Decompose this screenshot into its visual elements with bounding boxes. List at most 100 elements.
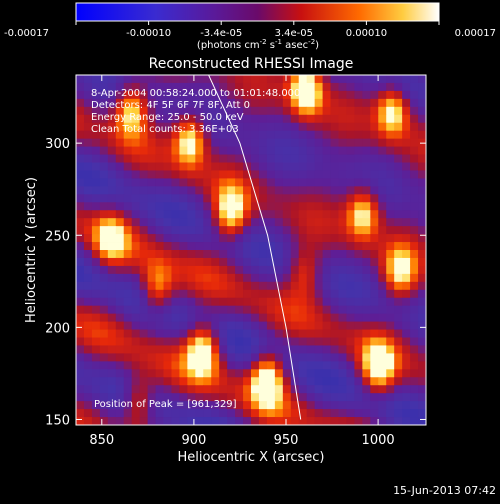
heatmap-cell [179,90,188,100]
heatmap-cell [322,146,331,155]
heatmap-cell [203,385,212,394]
heatmap-cell [266,178,276,187]
heatmap-cell [76,202,85,211]
heatmap-cell [179,154,188,163]
heatmap-cell [227,297,236,307]
heatmap-cell [235,90,244,100]
heatmap-cell [338,250,347,259]
heatmap-cell [290,250,300,259]
heatmap-cell [338,297,347,307]
heatmap-cell [266,313,276,322]
heatmap-cell [171,82,180,92]
heatmap-cell [346,265,355,275]
heatmap-cell [83,353,93,362]
heatmap-cell [139,130,148,140]
heatmap-cell [195,329,204,338]
heatmap-cell [266,106,276,116]
heatmap-cell [171,75,180,84]
x-tick-label: 850 [89,433,114,448]
heatmap-cell [171,361,180,370]
heatmap-cell [147,186,156,195]
heatmap-cell [91,401,101,410]
heatmap-cell [115,154,125,163]
heatmap-cell [362,226,371,235]
heatmap-cell [386,417,395,425]
heatmap-cell [235,369,244,378]
heatmap-cell [171,369,180,378]
heatmap-cell [402,297,411,307]
heatmap-cell [314,202,323,211]
heatmap-cell [378,257,387,267]
heatmap-cell [282,265,292,275]
heatmap-cell [354,114,363,124]
heatmap-cell [235,210,244,219]
heatmap-cell [354,122,363,132]
heatmap-cell [266,329,276,338]
heatmap-cell [394,114,403,124]
heatmap-cell [282,90,292,100]
heatmap-cell [211,210,220,219]
heatmap-cell [107,401,117,410]
heatmap-cell [378,194,387,203]
heatmap-cell [131,393,141,402]
heatmap-cell [203,82,212,92]
heatmap-cell [386,114,395,124]
heatmap-cell [338,345,347,354]
heatmap-cell [251,345,260,354]
heatmap-cell [155,417,164,425]
heatmap-cell [99,393,109,402]
heatmap-cell [131,75,141,84]
x-tick-label: 950 [274,433,299,448]
heatmap-cell [394,138,403,147]
heatmap-cell [187,170,196,179]
heatmap-cell [410,75,419,84]
heatmap-cell [91,226,101,235]
heatmap-cell [227,178,236,187]
heatmap-cell [298,194,308,203]
heatmap-cell [402,242,411,251]
heatmap-cell [338,154,347,163]
heatmap-cell [91,90,101,100]
heatmap-cell [115,75,125,84]
heatmap-cell [418,154,426,163]
heatmap-cell [346,242,355,251]
heatmap-cell [410,289,419,299]
heatmap-cell [290,218,300,227]
heatmap-cell [83,369,93,378]
heatmap-cell [91,393,101,402]
heatmap-cell [219,289,228,299]
heatmap-cell [171,377,180,386]
heatmap-cell [370,178,379,187]
heatmap-cell [115,130,125,140]
heatmap-cell [187,178,196,187]
heatmap-cell [330,257,339,267]
heatmap-cell [147,345,156,354]
heatmap-cell [314,385,323,394]
heatmap-cell [123,186,133,195]
heatmap-cell [314,194,323,203]
heatmap-cell [306,409,316,418]
heatmap-cell [378,353,387,362]
heatmap-cell [354,130,363,140]
heatmap-cell [362,210,371,219]
heatmap-cell [179,361,188,370]
heatmap-cell [179,377,188,386]
heatmap-cell [139,289,148,299]
heatmap-cell [290,202,300,211]
heatmap-cell [266,162,276,171]
heatmap-cell [91,353,101,362]
heatmap-cell [131,273,141,283]
heatmap-cell [243,234,252,243]
heatmap-cell [282,218,292,227]
heatmap-cell [179,186,188,195]
heatmap-cell [91,385,101,394]
heatmap-cell [147,313,156,322]
heatmap-cell [107,313,117,322]
heatmap-cell [274,250,284,259]
heatmap-cell [76,321,85,330]
heatmap-cell [290,305,300,315]
heatmap-cell [123,305,133,315]
heatmap-cell [251,114,260,124]
heatmap-cell [378,409,387,418]
heatmap-cell [163,297,172,307]
